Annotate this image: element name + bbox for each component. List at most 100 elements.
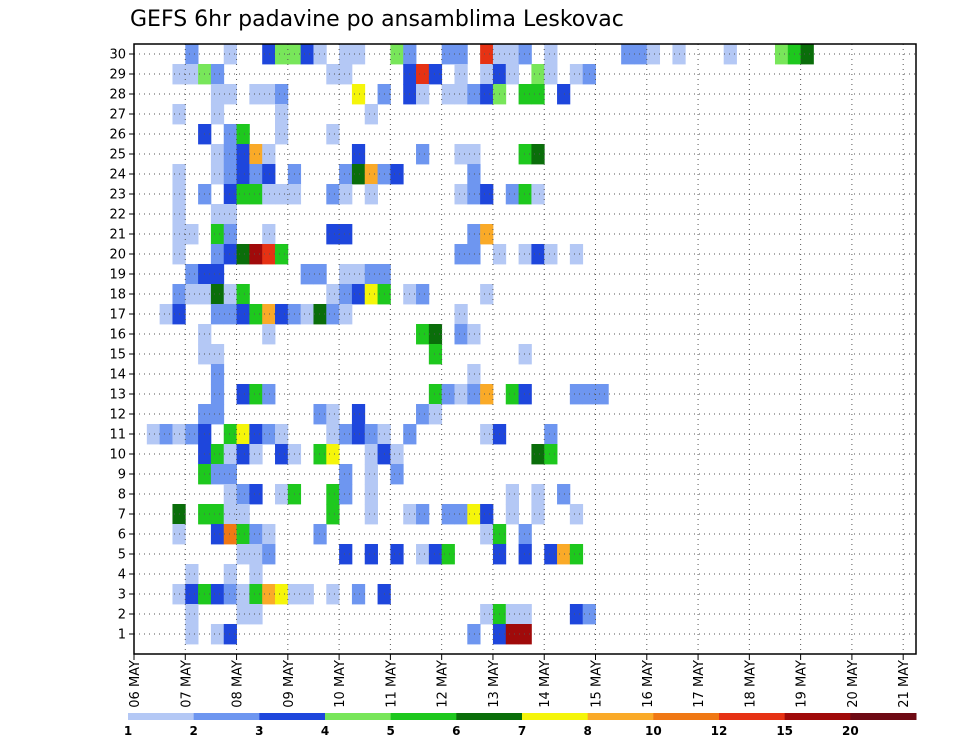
heatmap-cell — [185, 44, 199, 65]
y-tick-label: 4 — [118, 568, 126, 583]
heatmap-cell — [518, 604, 532, 625]
y-tick-label: 11 — [109, 428, 126, 443]
heatmap-cell — [210, 384, 225, 405]
heatmap-cell — [351, 84, 366, 105]
x-tick-label: 10 MAY — [333, 660, 348, 708]
heatmap-cell — [467, 624, 481, 645]
colorbar-label: 5 — [386, 724, 394, 738]
heatmap-cell — [313, 404, 327, 425]
heatmap-cell — [275, 444, 289, 465]
heatmap-cell — [210, 364, 225, 385]
heatmap-cell — [223, 244, 237, 265]
heatmap-cell — [480, 44, 494, 65]
heatmap-cell — [249, 484, 263, 505]
heatmap-cell — [505, 384, 519, 405]
heatmap-cell — [454, 144, 468, 165]
heatmap-cell — [480, 84, 494, 105]
colorbar-label: 7 — [518, 724, 526, 738]
heatmap-cell — [249, 384, 263, 405]
heatmap-cell — [441, 544, 455, 565]
heatmap-cell — [416, 64, 430, 85]
heatmap-cell — [364, 484, 378, 505]
heatmap-cell — [569, 244, 584, 265]
heatmap-cell — [390, 544, 404, 565]
y-tick-label: 15 — [109, 348, 126, 363]
y-axis: 1234567891011121314151617181920212223242… — [109, 48, 134, 643]
heatmap-cell — [236, 544, 250, 565]
colorbar-swatch — [325, 713, 392, 720]
y-tick-label: 21 — [109, 228, 126, 243]
heatmap-cell — [505, 604, 519, 625]
heatmap-cell — [505, 624, 519, 645]
heatmap-cell — [249, 184, 263, 205]
heatmap-cell — [210, 84, 225, 105]
y-tick-label: 2 — [118, 608, 126, 623]
heatmap-cell — [300, 304, 314, 325]
heatmap-cell — [428, 544, 443, 565]
heatmap-cell — [544, 244, 558, 265]
heatmap-cell — [518, 524, 532, 545]
heatmap-cell — [480, 384, 494, 405]
heatmap-cell — [210, 304, 225, 325]
heatmap-cell — [262, 544, 276, 565]
x-tick-label: 14 MAY — [538, 660, 553, 708]
y-tick-label: 9 — [118, 468, 126, 483]
heatmap-cell — [416, 324, 430, 345]
colorbar-label: 2 — [189, 724, 197, 738]
heatmap-cell — [326, 424, 340, 445]
heatmap-cell — [210, 344, 225, 365]
colorbar-label: 15 — [776, 724, 793, 738]
heatmap-cell — [262, 584, 276, 605]
heatmap-cell — [621, 44, 635, 65]
heatmap-cell — [339, 484, 353, 505]
heatmap-cell — [416, 84, 430, 105]
y-tick-label: 6 — [118, 528, 126, 543]
heatmap-cell — [364, 184, 378, 205]
heatmap-cell — [454, 84, 468, 105]
heatmap-cell — [275, 84, 289, 105]
heatmap-cell — [505, 484, 519, 505]
colorbar-label: 8 — [583, 724, 591, 738]
heatmap-cell — [480, 524, 494, 545]
y-tick-label: 23 — [109, 188, 126, 203]
heatmap-cell — [416, 544, 430, 565]
heatmap-cell — [223, 304, 237, 325]
heatmap-cell — [723, 44, 737, 65]
heatmap-cell — [505, 44, 519, 65]
heatmap-cell — [454, 64, 468, 85]
heatmap-cell — [146, 424, 161, 445]
heatmap-cell — [569, 544, 584, 565]
heatmap-cell — [210, 264, 225, 285]
heatmap-cell — [480, 284, 494, 305]
heatmap-cell — [428, 324, 443, 345]
heatmap-cell — [390, 464, 404, 485]
heatmap-cell — [339, 284, 353, 305]
x-tick-label: 16 MAY — [641, 660, 656, 708]
y-tick-label: 12 — [109, 408, 126, 423]
heatmap-cell — [339, 64, 353, 85]
heatmap-cell — [467, 504, 481, 525]
x-tick-label: 13 MAY — [487, 660, 502, 708]
heatmap-cell — [364, 164, 378, 185]
heatmap-cell — [416, 284, 430, 305]
heatmap-cell — [249, 84, 263, 105]
heatmap-cell — [505, 504, 519, 525]
x-tick-label: 21 MAY — [897, 660, 912, 708]
y-tick-label: 18 — [109, 288, 126, 303]
heatmap-cell — [339, 184, 353, 205]
heatmap-cell — [364, 544, 378, 565]
heatmap-cell — [531, 244, 545, 265]
heatmap-cell — [351, 144, 366, 165]
heatmap-cell — [223, 464, 237, 485]
x-tick-label: 18 MAY — [743, 660, 758, 708]
heatmap-cell — [326, 124, 340, 145]
heatmap-cell — [223, 44, 237, 65]
heatmap-cell — [569, 604, 584, 625]
heatmap-cell — [557, 84, 571, 105]
heatmap-cell — [249, 604, 263, 625]
colorbar-label: 4 — [321, 724, 329, 738]
heatmap-cell — [544, 424, 558, 445]
heatmap-cell — [223, 84, 237, 105]
x-axis: 06 MAY 07 MAY 08 MAY 09 MAY 10 MAY 11 MAY 12 M… — [128, 654, 912, 708]
heatmap-cell — [275, 304, 289, 325]
